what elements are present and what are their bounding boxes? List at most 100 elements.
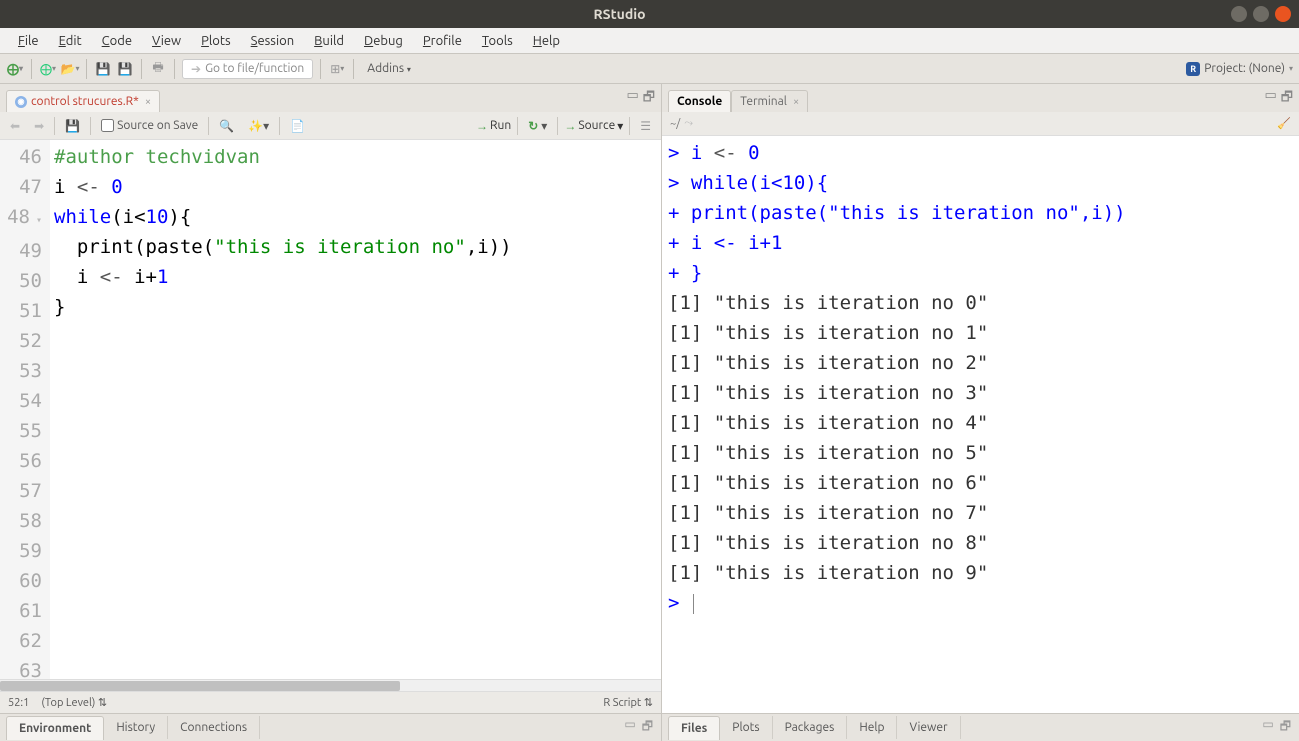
addins-menu[interactable]: Addins ▾ [361,62,417,75]
save-icon[interactable]: 💾 [94,60,112,78]
console-output-line: [1] "this is iteration no 0" [668,288,1293,318]
scope-selector[interactable]: (Top Level) ⇅ [41,696,107,709]
code-line[interactable] [54,412,657,442]
rerun-icon[interactable]: ↻▾ [524,117,551,135]
minimize-pane-icon[interactable]: ▭ [1264,88,1276,110]
clear-console-icon[interactable]: 🧹 [1277,117,1291,130]
grid-view-icon[interactable]: ⊞▾ [328,60,346,78]
bottom-left-tabstrip: EnvironmentHistoryConnections ▭ 🗗 [0,713,661,741]
code-line[interactable] [54,442,657,472]
files-tab-help[interactable]: Help [847,716,897,739]
console-tab-terminal[interactable]: Terminal × [731,90,808,112]
files-tab-files[interactable]: Files [668,716,720,740]
save-file-icon[interactable]: 💾 [61,117,84,135]
console-line: > while(i<10){ [668,168,1293,198]
console-output[interactable]: > i <- 0> while(i<10){+ print(paste("thi… [662,136,1299,713]
print-icon[interactable]: 🖶 [149,60,167,78]
goto-file-input[interactable]: ➔ Go to file/function [182,59,313,79]
menu-tools[interactable]: Tools [472,34,523,48]
source-on-save-input[interactable] [101,119,114,132]
files-tab-plots[interactable]: Plots [720,716,772,739]
open-file-icon[interactable]: 📂▾ [61,60,79,78]
menu-plots[interactable]: Plots [191,34,241,48]
env-tab-history[interactable]: History [104,716,168,739]
editor-gutter: 464748 ▾495051525354555657585960616263 [0,140,50,679]
tab-close-icon[interactable]: × [145,96,151,108]
report-icon[interactable]: 📄 [286,117,309,135]
code-line[interactable]: i <- i+1 [54,262,657,292]
source-tab[interactable]: ◉ control strucures.R* × [6,90,160,112]
code-line[interactable] [54,592,657,622]
code-line[interactable]: } [54,292,657,322]
outline-icon[interactable]: ☰ [636,117,655,135]
minimize-icon[interactable] [1231,6,1247,22]
editor-scrollbar-h[interactable] [0,679,661,691]
maximize-pane-icon[interactable]: 🗗 [642,717,653,738]
menu-help[interactable]: Help [523,34,570,48]
project-selector[interactable]: R Project: (None) ▾ [1186,62,1293,76]
language-selector[interactable]: R Script ⇅ [603,696,653,709]
bottom-right-tabstrip: FilesPlotsPackagesHelpViewer ▭ 🗗 [662,713,1299,741]
back-icon[interactable]: ⬅ [6,117,24,135]
save-all-icon[interactable]: 💾 [116,60,134,78]
minimize-pane-icon[interactable]: ▭ [624,717,635,738]
console-wd-arrow-icon[interactable]: ⤳ [684,117,693,130]
code-line[interactable] [54,352,657,382]
code-line[interactable]: #author techvidvan [54,142,657,172]
menu-file[interactable]: File [8,34,49,48]
files-tab-viewer[interactable]: Viewer [897,716,960,739]
env-tab-connections[interactable]: Connections [168,716,260,739]
code-line[interactable] [54,652,657,679]
main-menubar: FileEditCodeViewPlotsSessionBuildDebugPr… [0,28,1299,54]
code-line[interactable] [54,622,657,652]
console-pane-tabs: ConsoleTerminal × ▭ 🗗 [662,84,1299,112]
code-line[interactable] [54,562,657,592]
r-file-icon: ◉ [15,96,27,108]
run-button[interactable]: →Run [476,119,511,133]
close-icon[interactable] [1275,6,1291,22]
menu-profile[interactable]: Profile [413,34,472,48]
new-project-icon[interactable]: ⨁▾ [39,60,57,78]
forward-icon[interactable]: ➡ [30,117,48,135]
code-line[interactable] [54,502,657,532]
menu-view[interactable]: View [142,34,191,48]
console-line: + } [668,258,1293,288]
code-line[interactable]: while(i<10){ [54,202,657,232]
maximize-pane-icon[interactable]: 🗗 [643,88,655,110]
menu-edit[interactable]: Edit [49,34,92,48]
code-line[interactable] [54,472,657,502]
console-prompt-line[interactable]: > [668,588,1293,618]
menu-build[interactable]: Build [304,34,354,48]
code-editor[interactable]: 464748 ▾495051525354555657585960616263 #… [0,140,661,679]
find-icon[interactable]: 🔍 [215,117,238,135]
env-tab-environment[interactable]: Environment [6,716,104,740]
code-line[interactable]: i <- 0 [54,172,657,202]
minimize-pane-icon[interactable]: ▭ [1262,717,1273,738]
console-output-line: [1] "this is iteration no 1" [668,318,1293,348]
window-title: RStudio [8,6,1231,22]
console-tab-console[interactable]: Console [668,90,731,112]
menu-code[interactable]: Code [92,34,142,48]
editor-content[interactable]: #author techvidvani <- 0while(i<10){ pri… [50,140,661,679]
menu-session[interactable]: Session [241,34,304,48]
code-line[interactable] [54,322,657,352]
source-button[interactable]: →Source ▾ [564,119,623,133]
files-tab-packages[interactable]: Packages [773,716,848,739]
maximize-pane-icon[interactable]: 🗗 [1280,717,1291,738]
wand-icon[interactable]: ✨▾ [244,117,273,135]
menu-debug[interactable]: Debug [354,34,413,48]
maximize-pane-icon[interactable]: 🗗 [1281,88,1293,110]
console-output-line: [1] "this is iteration no 7" [668,498,1293,528]
source-on-save-checkbox[interactable]: Source on Save [97,117,202,134]
tab-close-icon[interactable]: × [793,96,799,108]
minimize-pane-icon[interactable]: ▭ [626,88,638,110]
maximize-icon[interactable] [1253,6,1269,22]
new-file-icon[interactable]: ⨁▾ [6,60,24,78]
separator [31,59,32,79]
code-line[interactable] [54,382,657,412]
code-line[interactable] [54,532,657,562]
separator [353,59,354,79]
code-line[interactable]: print(paste("this is iteration no",i)) [54,232,657,262]
cursor-position: 52:1 [8,697,29,709]
console-output-line: [1] "this is iteration no 4" [668,408,1293,438]
